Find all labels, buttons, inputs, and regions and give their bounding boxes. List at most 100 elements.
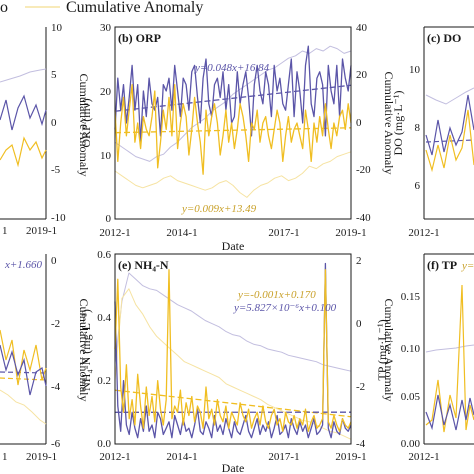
panel-d: x+1.660 0 -2 -4 -6 Cumulative Anomaly 1 … [0,254,91,463]
panel-b-y1-tick: 30 [100,22,112,34]
panel-e-series-light-yellow [114,288,352,440]
panel-c: (c) DO 10 8 6 DO (mg·L⁻¹) 2012-1 [391,26,474,239]
panel-b-series-light-yellow [114,151,352,198]
panel-f-y1-tick: 0.15 [401,291,421,303]
panel-f-title: (f) TP [427,258,457,272]
panel-d-x-tick: 1 [2,451,8,463]
panel-c-x-tick: 2012-1 [408,227,439,239]
panel-d-y2-tick: 0 [51,255,57,267]
panel-b-equation-purple: y=0.048x+16.84 [194,62,270,74]
panel-b-series-light-purple [114,45,352,162]
panel-d-x-tick: 2019-1 [26,451,57,463]
panel-f-x-tick: 2012-1 [408,451,439,463]
panel-d-y2-tick: -2 [51,318,60,330]
panel-d-series-yellow [0,329,47,386]
panel-f-cumulative-purple [425,344,474,353]
panel-e-trend-yellow-line [114,389,352,418]
panel-d-series-purple [0,344,47,396]
panel-f-series-purple [425,394,474,431]
panel-f-y1-tick: 0.10 [401,343,421,355]
panel-a: 10 5 0 -5 -10 Cumulative Anomaly 1 2019-… [0,22,91,237]
panel-e-series-purple [114,262,352,439]
panel-a-y2-tick: -10 [51,212,66,224]
panel-e-frame [114,253,352,445]
panel-e-x-tick: 2019-1 [335,451,366,463]
panel-d-trend-yellow [0,377,47,381]
panel-e-y2-tick: 2 [356,255,362,267]
panel-d-equation-partial: x+1.660 [4,259,43,271]
legend-cumulative-label: Cumulative Anomaly [66,0,203,16]
panel-e-title: (e) NH₄-N [118,258,169,272]
panel-c-y1-tick: 8 [415,122,421,134]
panel-f-y1-label: TP (mg·L⁻¹) [375,319,389,380]
panel-a-series-purple [0,94,47,131]
panel-b-y2-label: Cumulative Anomaly [382,72,396,175]
panel-b-y2-tick: 0 [356,117,362,129]
panel-b-frame [114,26,352,220]
panel-b-y1-tick: 10 [100,150,112,162]
panel-b-trend-purple-line [114,84,352,112]
legend-partial-label: o [0,0,8,16]
panel-b-equation-yellow: y=0.009x+13.49 [181,203,257,215]
panel-a-y2-tick: 0 [51,117,57,129]
panel-f-series-yellow [425,284,474,433]
panel-c-y1-tick: 6 [415,180,421,192]
panel-e-y1-tick: 0.6 [97,249,111,261]
panel-e-equation-yellow: y=-0.001x+0.170 [237,289,316,301]
panel-e-y2-label: Cumulative Anomaly [382,299,396,402]
panel-e-y2-tick: 0 [356,318,362,330]
panel-b-plot-area [114,45,352,198]
panel-e-y2-tick: -4 [356,438,366,450]
panel-e-series-light-purple [114,272,352,372]
panel-a-y2-label: Cumulative Anomaly [77,74,91,177]
panel-c-y1-tick: 10 [409,64,421,76]
panel-e: (e) NH₄-N y=-0.001x+0.170 y=5.827×10⁻⁶x+… [79,249,396,474]
panel-b-y2-tick: -40 [356,212,371,224]
panel-b-x-tick: 2012-1 [99,227,130,239]
panel-f: (f) TP y= 0.15 0.10 0.05 0.00 TP (mg·L⁻¹… [375,253,474,463]
panel-e-y2-tick: -2 [356,381,365,393]
panel-e-x-label: Date [222,461,245,474]
panel-b-y1-tick: 0 [106,213,112,225]
panel-c-series-purple [425,94,474,156]
panel-e-y1-tick: 0.0 [97,438,111,450]
panel-d-y2-tick: -4 [51,381,61,393]
panel-e-x-tick: 2014-1 [166,451,197,463]
panel-b-x-tick: 2019-1 [335,227,366,239]
panel-c-y1-label: DO (mg·L⁻¹) [391,91,405,156]
panel-e-y1-tick: 0.4 [97,312,111,324]
panel-e-equation-purple: y=5.827×10⁻⁶x+0.100 [233,302,337,314]
panel-b: (b) ORP y=0.048x+16.84 y=0.009x+13.49 30… [79,22,396,253]
panel-c-trend-purple [425,139,474,143]
panel-b-y2-tick: -20 [356,164,371,176]
panel-c-cumulative-purple [425,87,474,105]
panel-a-y2-tick: -5 [51,164,61,176]
panel-b-title: (b) ORP [118,31,161,45]
panel-b-series-yellow [114,83,352,175]
panel-a-cumulative-purple [0,68,47,83]
panel-b-y1-label: ORP (mv) [79,98,93,147]
panel-b-x-tick: 2014-1 [166,227,197,239]
panel-b-y2-tick: 20 [356,69,368,81]
panel-c-title: (c) DO [427,31,461,45]
panel-a-y2-tick: 10 [51,22,63,34]
panel-d-y2-label: Cumulative Anomaly [77,299,91,402]
panel-b-x-label: Date [222,239,245,253]
legend: o Cumulative Anomaly [0,0,203,16]
panel-f-equation-partial: y= [461,260,474,272]
panel-d-cumulative-yellow [0,389,47,425]
panel-d-y2-tick: -6 [51,438,61,450]
panel-a-x-tick: 1 [2,225,8,237]
panel-e-series-yellow [114,269,352,432]
panel-f-y1-tick: 0.00 [401,438,421,450]
panel-f-y1-tick: 0.05 [401,391,421,403]
panel-b-y1-tick: 20 [100,86,112,98]
panel-e-x-tick: 2017-1 [268,451,299,463]
panel-b-y2-tick: 40 [356,22,368,34]
panel-e-x-tick: 2012-1 [99,451,130,463]
panel-a-x-tick: 2019-1 [26,225,57,237]
panel-b-x-tick: 2017-1 [268,227,299,239]
panel-c-series-yellow [425,109,474,173]
panel-e-y1-label: NH₄-N (mg·L⁻¹) [79,309,93,391]
